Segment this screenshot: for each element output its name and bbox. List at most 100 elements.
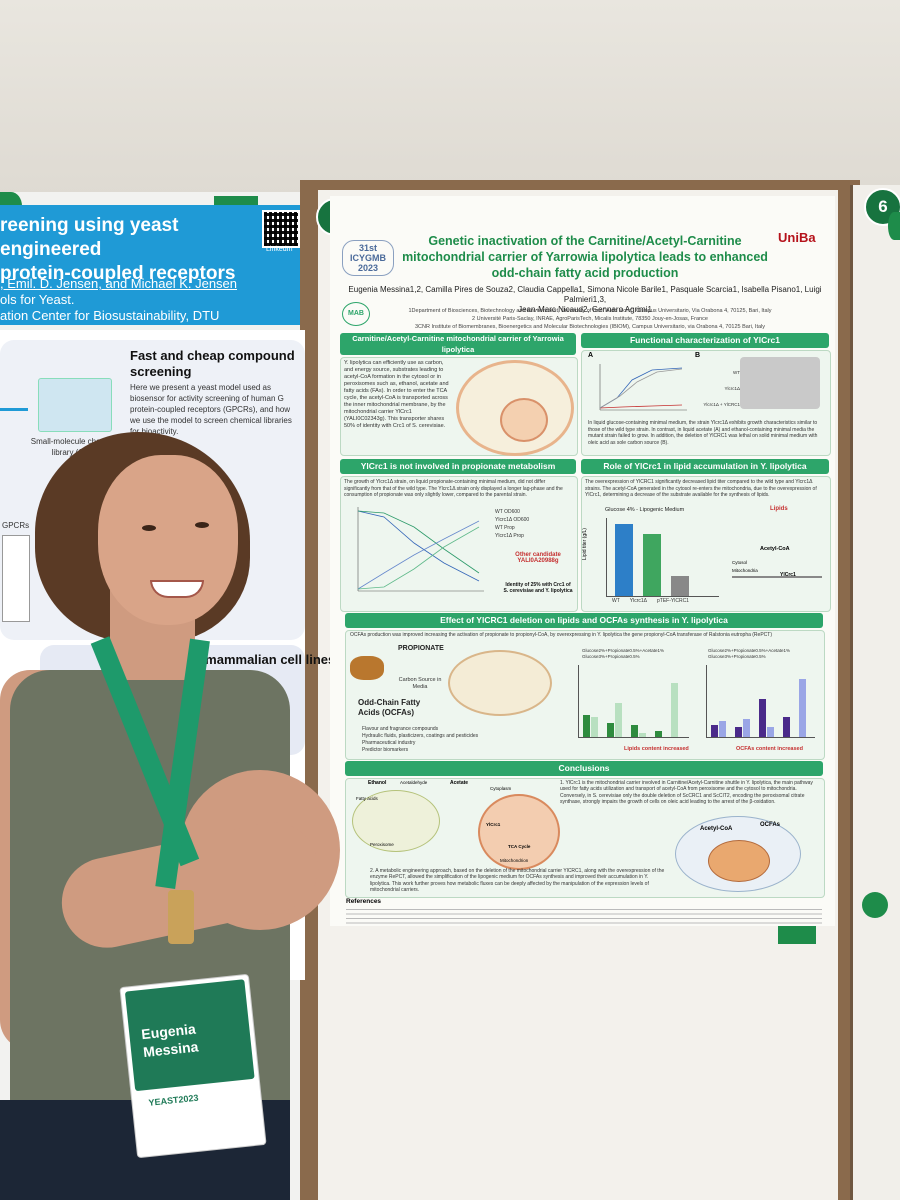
yeast-cell-diagram [448,650,552,716]
list-item: Pharmaceutical industry [362,740,416,746]
plate-label: Ylcrc1Δ [724,386,740,391]
left-poster-affiliation: ols for Yeast. [0,292,75,307]
bar [639,733,646,737]
person-face [98,455,238,625]
chart-title: Glucose 4% - Lipogenic Medium [605,507,685,513]
section-text: In liquid glucose-containing minimal med… [588,420,818,446]
list-item: Flavour and fragrance compounds [362,726,439,732]
bar [719,721,726,737]
poster-authors-line2: Jean-Marc Nicaud2, Gennaro Agrimi1 [518,305,652,314]
diagram-label: Fatty acids [356,796,378,801]
section-text: Y. lipolytica can efficiently use as car… [344,360,449,429]
section-text: The growth of Ylcrc1Δ strain, on liquid … [344,479,563,498]
bar-wt [615,524,633,596]
diagram-label: Mitochondrion [500,858,529,863]
well-plate-image [38,378,112,432]
left-poster-section-text: Here we present a yeast model used as bi… [130,383,292,436]
organic-waste-image [350,656,384,680]
poster-authors: Eugenia Messina1,2, Camilla Pires de Sou… [340,285,830,315]
poster-title-line3: odd-chain fatty acid production [491,266,679,280]
bar [655,731,662,737]
left-poster-title-line1: reening using yeast engineered [0,215,179,260]
plate-label: WT [733,370,740,375]
person-eye [195,522,209,528]
carbon-source-label: Carbon Source in Media [398,677,442,690]
category-label: WT [612,598,620,604]
bar [607,723,614,737]
panel-label: A [588,352,594,359]
chart-caption: OCFAs content increased [736,746,803,752]
chart-legend: WT OD600 Ylcrc1Δ OD600 WT Prop Ylcrc1Δ P… [495,508,573,540]
green-dot [862,892,888,918]
bar-ptef-ylcrc1 [671,576,689,596]
diagram-label: Peroxisome [370,842,394,847]
mitochondrion-diagram [500,398,548,442]
poster-title-line1: Genetic inactivation of the Carnitine/Ac… [428,234,742,248]
poster-affiliation: 1Department of Biosciences, Biotechnolog… [408,308,772,314]
section-text: The overexpression of YlCRC1 significant… [585,479,817,498]
poster-authors-line1: Eugenia Messina1,2, Camilla Pires de Sou… [348,285,822,304]
lipid-bar-chart [606,518,719,597]
chart-ylabel: Lipid titer (g/L) [582,528,588,560]
panel-label: B [695,352,701,359]
list-item: Hydraulic fluids, plasticizers, coatings… [362,733,479,739]
diagram-label: Ethanol [368,780,387,786]
mitochondrion-shape [478,794,560,870]
section-header: YlCrc1 is not involved in propionate met… [340,459,576,474]
badge-event: YEAST2023 [148,1092,199,1108]
peroxisome-shape [352,790,440,852]
poster-affiliation: 2 Université Paris-Saclay, INRAE, AgroPa… [472,316,708,322]
conference-logo: 31st ICYGMB 2023 [342,240,394,276]
legend-item: Glucose3%+Propionate0.5% [708,654,766,659]
section-header: Conclusions [345,761,823,776]
legend-item: Glucose2%+Propionate0.5%+Acetate1% [708,648,791,653]
membrane-line [732,576,822,578]
person-eye [142,525,156,531]
chart-legend: Glucose2%+Propionate0.5%+Acetate1% Gluco… [582,648,692,660]
category-label: pTEF-YlCRC1 [657,598,689,604]
uniba-logo: UniBa [778,230,816,245]
bar [671,683,678,737]
chart-legend: Glucose2%+Propionate0.5%+Acetate1% Gluco… [708,648,818,660]
poster-affiliation: 3CNR Institute of Biomembranes, Bioenerg… [414,324,766,330]
list-item: Predictor biomarkers [362,747,409,753]
section-header: Functional characterization of YlCrc1 [581,333,829,348]
conclusion-point-2: 2. A metabolic engineering approach, bas… [370,868,665,893]
diagram-label: Acetyl-CoA [700,826,733,832]
poster-title: Genetic inactivation of the Carnitine/Ac… [395,233,775,281]
left-poster-section-title: m mammalian cell lines [190,652,336,667]
bar [783,717,790,737]
carnitine-shuttle-diagram: Ethanol Acetaldehyde Acetate Cytoplasm F… [350,780,560,870]
diagram-label: Acetaldehyde [400,780,428,785]
chart-caption: Lipids content increased [624,746,689,752]
agar-plate-image [740,357,820,409]
diagram-label: Acetyl-CoA [760,546,790,552]
wall [0,0,900,200]
lab-logo: MAB [342,302,370,326]
conclusion-point-1: 1. YlCrc1 is the mitochondrial carrier i… [560,780,813,805]
plate-labels: WT Ylcrc1Δ Ylcrc1Δ + YlCRC1 [702,365,740,413]
tape-tab [778,922,816,944]
section-box [340,476,578,612]
arrow-icon [0,408,28,411]
ocfa-bar-chart [706,665,815,738]
left-poster-header [0,205,300,325]
legend-item: Glucose2%+Propionate0.5%+Acetate1% [582,648,665,653]
identity-label: Identity of 25% with Crc1 of S. cerevisi… [503,582,573,594]
diagram-label: YlCrc1 [780,572,796,578]
left-poster-affiliation: ation Center for Biosustainability, DTU [0,308,220,323]
ocfa-uses-list: Flavour and fragrance compounds Hydrauli… [362,726,502,754]
bar [767,727,774,737]
poster-title-line2: mitochondrial carrier of Yarrowia lipoly… [402,250,768,264]
diagram-label: OCFAs [760,822,781,828]
bar [759,699,766,737]
legend-item: Glucose3%+Propionate0.5% [582,654,640,659]
bar [583,715,590,737]
bar [743,719,750,737]
bar [735,727,742,737]
poster-affiliations: 1Department of Biosciences, Biotechnolog… [360,307,820,331]
chart-categories: WT Ylcrc1Δ pTEF-YlCRC1 [612,598,722,605]
references-text [346,907,822,925]
diagram-label: Mitochondria [732,568,758,573]
gpcr-label: GPCRs [2,521,30,530]
